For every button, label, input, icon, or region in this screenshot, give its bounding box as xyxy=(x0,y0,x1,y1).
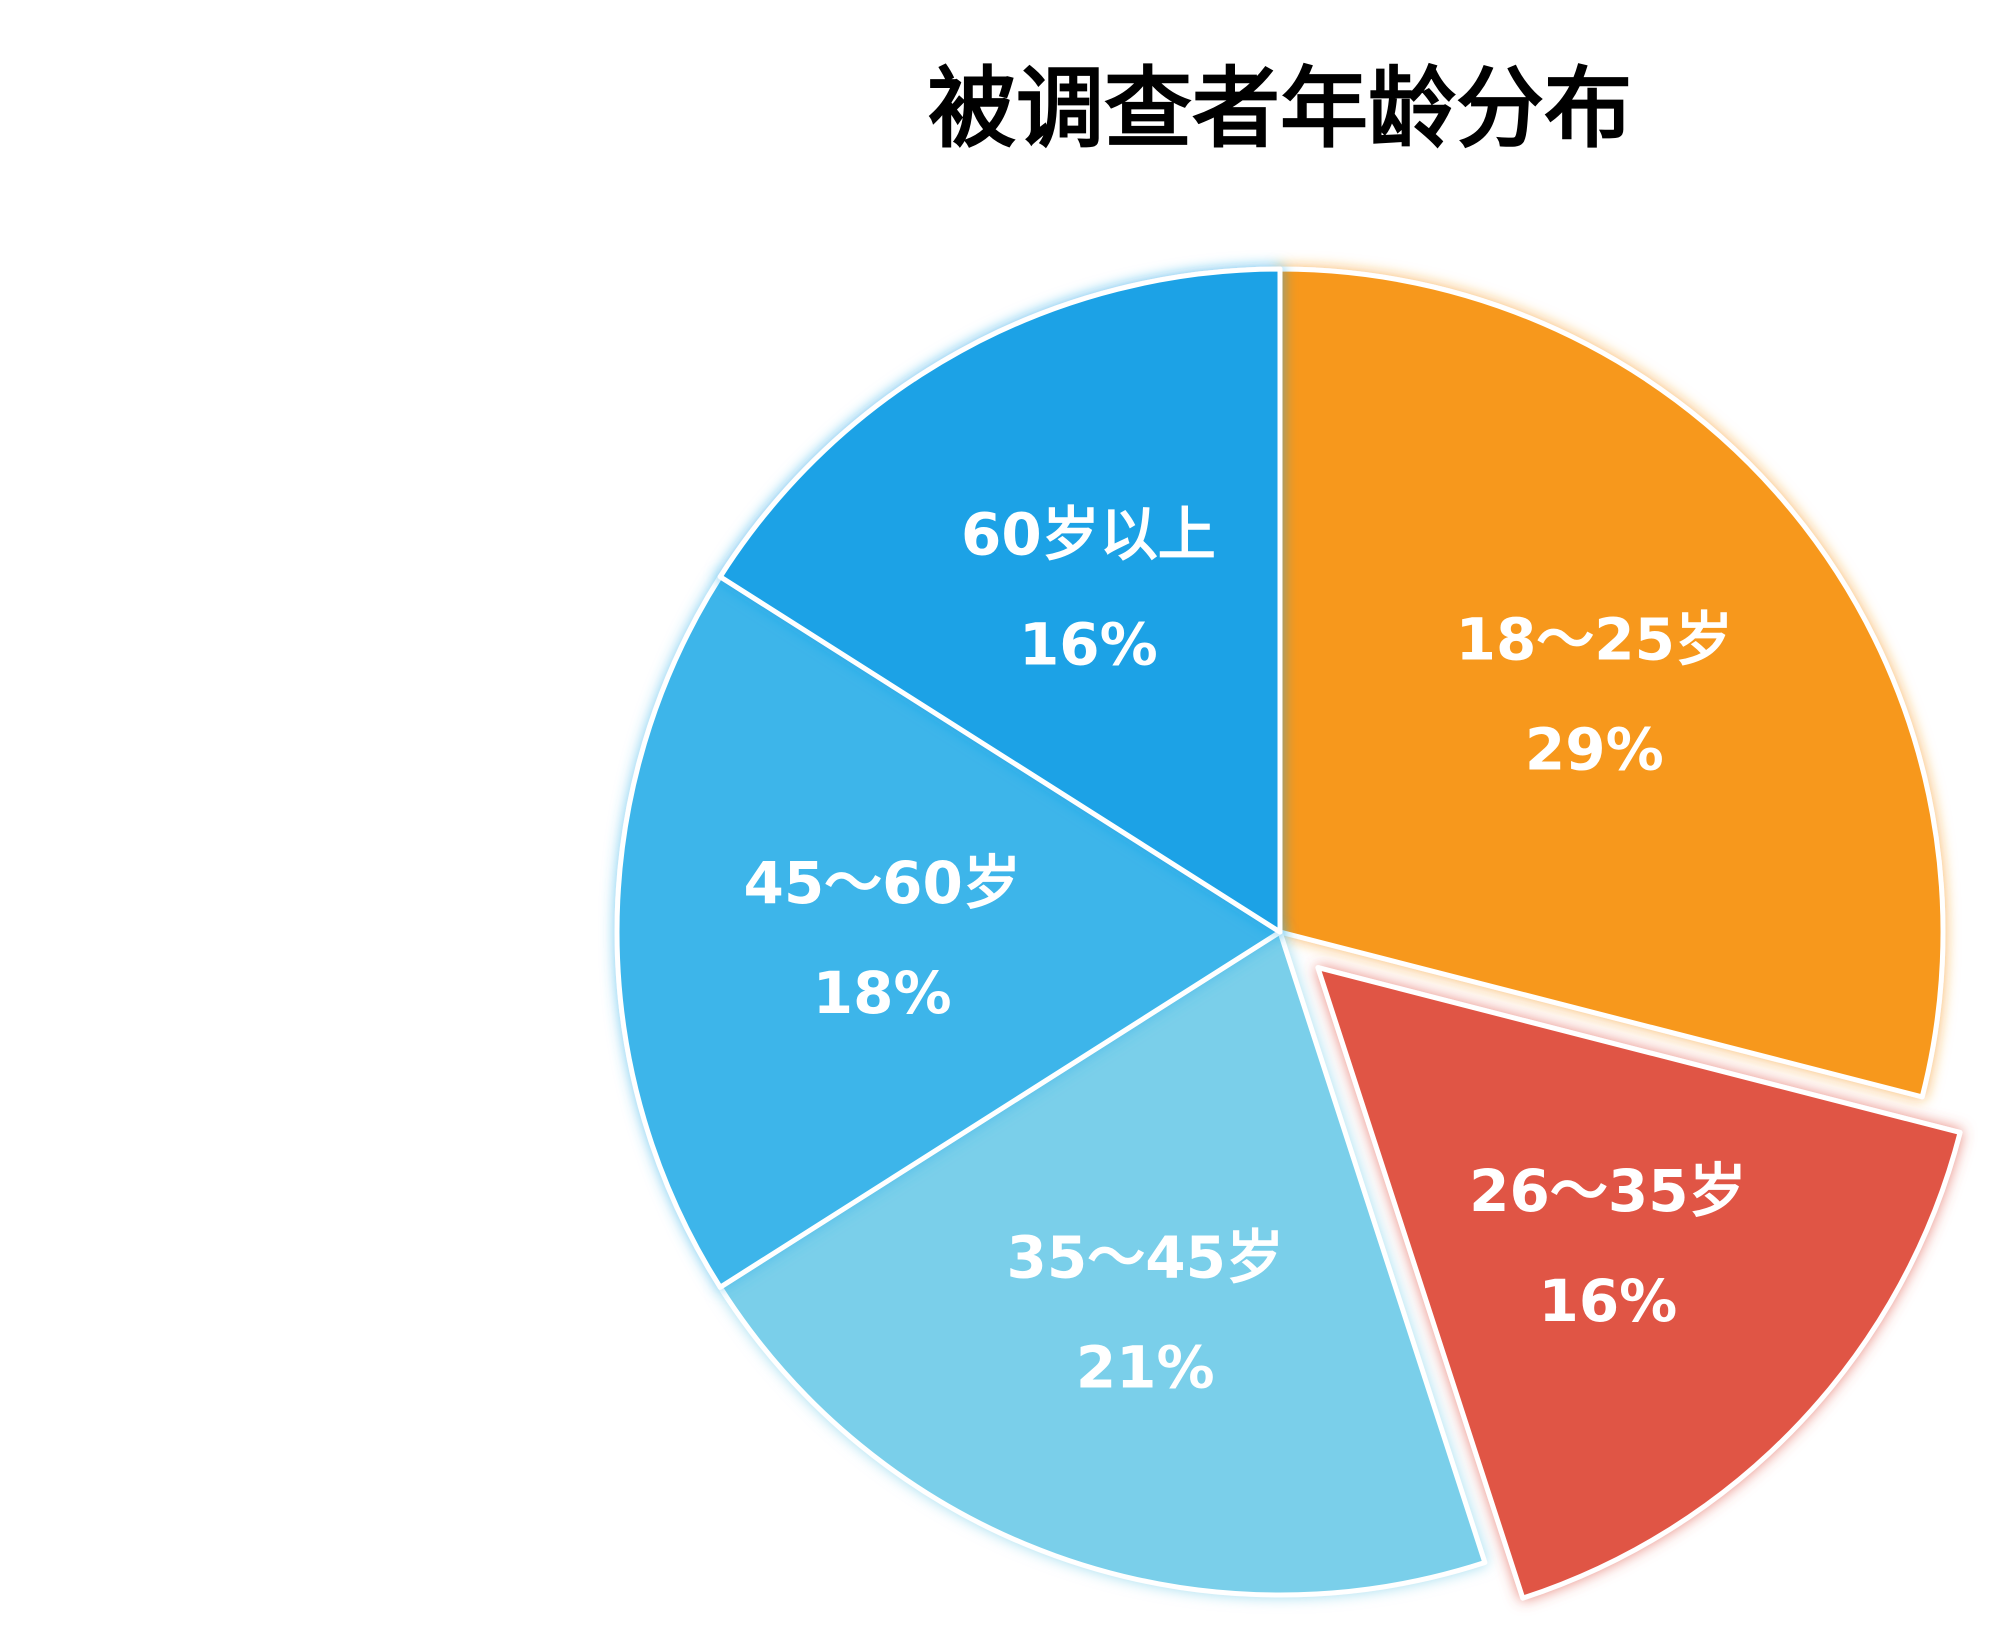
slice-category-label: 60岁以上 xyxy=(961,501,1216,569)
pie-slice xyxy=(1315,965,1963,1601)
pie xyxy=(614,266,1963,1601)
slice-value-label: 16% xyxy=(1538,1267,1677,1335)
chart-title: 被调查者年龄分布 xyxy=(928,57,1632,160)
pie-slice xyxy=(1277,266,1946,1100)
slice-value-label: 21% xyxy=(1076,1333,1215,1401)
slice-category-label: 26～35岁 xyxy=(1469,1157,1746,1225)
pie-slice xyxy=(717,929,1488,1598)
slice-value-label: 29% xyxy=(1525,715,1664,783)
slice-category-label: 45～60岁 xyxy=(743,849,1020,917)
slice-category-label: 35～45岁 xyxy=(1007,1223,1284,1291)
pie-slice xyxy=(717,266,1283,935)
pie-slice xyxy=(614,574,1283,1290)
slice-value-label: 16% xyxy=(1019,611,1158,679)
slice-category-label: 18～25岁 xyxy=(1456,605,1733,673)
slice-value-label: 18% xyxy=(813,959,952,1027)
labels: 18～25岁 29% 26～35岁 16% 35～45岁 21% 45～60岁 18% 60岁以… xyxy=(743,501,1746,1402)
